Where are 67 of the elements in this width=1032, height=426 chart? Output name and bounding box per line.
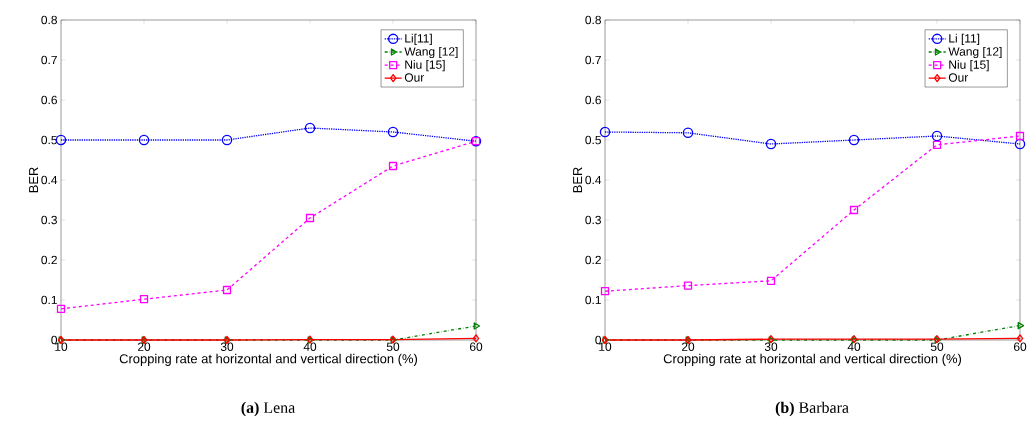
- y-tick-label: 0.5: [585, 135, 601, 145]
- point: [473, 322, 481, 330]
- x-tick-label: 20: [137, 342, 151, 351]
- y-tick-label: 0.2: [41, 255, 57, 265]
- text: (a) Lena: [241, 401, 296, 417]
- point: [765, 138, 777, 150]
- y-tick-label: 0.3: [585, 215, 601, 225]
- y-tick-label: 0.6: [585, 95, 601, 105]
- y-tick-label: 0.6: [41, 95, 57, 105]
- y-tick-label: 0.1: [585, 295, 601, 305]
- text: (b) Barbara: [775, 401, 849, 417]
- y-tick-label: 0.4: [585, 175, 602, 185]
- point: [222, 285, 232, 295]
- point: [683, 281, 693, 290]
- y-tick-label: 0: [595, 335, 602, 345]
- y-tick-label: 0.5: [41, 135, 57, 145]
- y-tick-label: 0.1: [41, 295, 57, 305]
- point: [1017, 321, 1025, 330]
- point: [682, 127, 694, 139]
- x-tick-label: 40: [303, 342, 317, 351]
- y-tick-label: 0.2: [585, 255, 601, 265]
- point: [387, 126, 399, 138]
- legend-label: Niu [15]: [949, 60, 989, 72]
- point: [221, 134, 233, 146]
- x-tick-label: 30: [764, 342, 778, 351]
- x-tick-label: 10: [55, 342, 68, 351]
- y-axis-title: BER: [573, 167, 583, 193]
- legend-label: Our: [404, 73, 425, 82]
- point: [932, 140, 942, 149]
- point: [849, 205, 859, 215]
- point: [931, 130, 943, 142]
- x-tick-label: 20: [681, 342, 695, 351]
- x-tick-label: 50: [386, 342, 400, 351]
- point: [1014, 138, 1026, 150]
- legend-label: Niu [15]: [405, 60, 445, 72]
- x-tick-label: 60: [1013, 342, 1027, 351]
- point: [304, 122, 316, 134]
- point: [599, 126, 611, 138]
- point: [56, 304, 66, 313]
- x-tick-label: 10: [599, 342, 612, 351]
- point: [139, 295, 149, 304]
- legend-label: Wang [12]: [948, 46, 1002, 59]
- x-axis-title: Cropping rate at horizontal and vertical direction (%): [663, 353, 962, 366]
- x-tick-label: 50: [930, 342, 944, 351]
- y-tick-label: 0.3: [41, 215, 57, 225]
- y-tick-label: 0.7: [585, 55, 601, 65]
- legend-label: Wang [12]: [404, 46, 458, 59]
- x-tick-label: 30: [220, 342, 234, 351]
- y-tick-label: 0.8: [41, 15, 57, 25]
- legend-label: Li [11]: [949, 33, 980, 45]
- point: [1015, 131, 1025, 141]
- x-axis-title: Cropping rate at horizontal and vertical direction (%): [119, 353, 418, 366]
- y-tick-label: 0.4: [41, 175, 58, 185]
- point: [388, 161, 398, 171]
- legend-label: Li[11]: [405, 33, 432, 45]
- point: [848, 134, 860, 146]
- point: [138, 134, 150, 146]
- point: [600, 287, 610, 296]
- point: [305, 213, 315, 223]
- y-tick-label: 0.8: [585, 15, 601, 25]
- y-axis-title: BER: [29, 167, 39, 193]
- y-tick-label: 0: [51, 335, 58, 345]
- point: [766, 276, 776, 285]
- x-tick-label: 60: [469, 342, 483, 351]
- legend-label: Our: [948, 73, 969, 82]
- x-tick-label: 40: [847, 342, 861, 351]
- y-tick-label: 0.7: [41, 55, 57, 65]
